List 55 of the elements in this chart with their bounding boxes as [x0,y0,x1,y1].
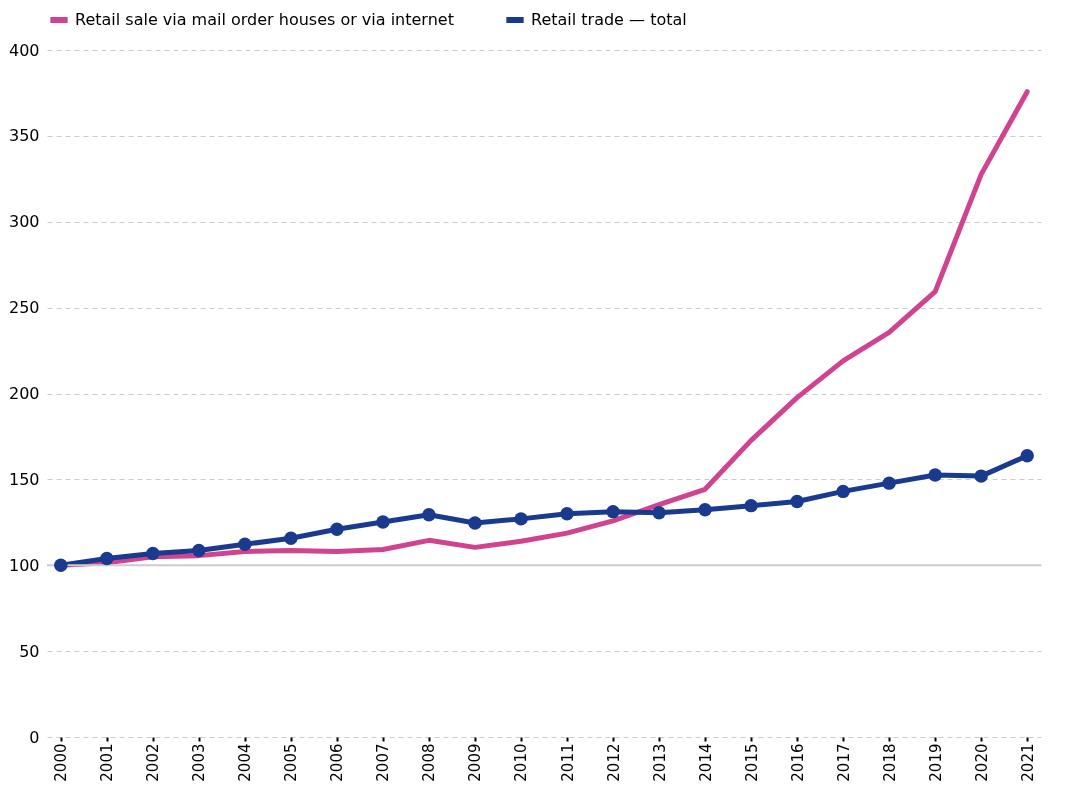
y-tick-label: 250 [8,298,40,318]
point [146,546,160,561]
x-tick-label: 2017 [834,743,853,782]
point [192,543,206,558]
x-tick-label: 2007 [374,743,393,782]
point [468,516,482,530]
x-tick-label: 2013 [650,743,669,782]
point [514,512,528,526]
x-tick-label: 2020 [972,743,991,782]
y-tick-label: 300 [8,212,40,232]
point [974,469,988,483]
x-tick-label: 2011 [558,743,577,782]
point [744,498,758,513]
point [238,537,252,551]
point [652,506,666,520]
y-tick-label: 350 [8,126,40,146]
y-tick-label: 150 [8,469,40,489]
point [606,504,620,519]
point [100,551,114,566]
y-tick-label: 200 [8,384,40,403]
x-tick-label: 2012 [604,743,623,782]
x-tick-label: 2005 [282,743,301,782]
point [790,494,804,509]
point [560,507,574,521]
point [882,476,896,490]
x-tick-label: 2003 [190,743,209,782]
point [1020,448,1034,463]
point [330,522,344,536]
y-tick-label: 400 [8,40,40,60]
point [284,531,298,545]
x-tick-label: 2016 [788,743,807,782]
x-tick-label: 2019 [926,743,945,782]
x-tick-label: 2010 [512,743,531,782]
point [376,515,390,529]
x-tick-label: 2001 [98,743,117,782]
x-tick-label: 2009 [466,743,485,782]
point [928,468,942,482]
x-tick-label: 2018 [880,743,899,782]
y-tick-label: 50 [19,641,40,661]
legend-label: Retail sale via mail order houses or via internet [75,10,454,29]
y-tick-label: 100 [8,555,40,575]
x-tick-label: 2000 [52,743,71,782]
point [698,503,712,517]
x-tick-label: 2021 [1018,743,1037,782]
x-tick-label: 2002 [144,743,163,782]
y-tick-label: 0 [29,727,40,747]
x-tick-label: 2015 [742,743,761,782]
point [422,508,436,522]
x-tick-label: 2004 [236,743,255,782]
x-tick-label: 2008 [420,743,439,782]
x-tick-label: 2014 [696,743,715,782]
point [54,558,68,572]
legend-label: Retail trade — total [531,10,687,29]
point [836,484,850,499]
x-tick-label: 2006 [328,743,347,782]
